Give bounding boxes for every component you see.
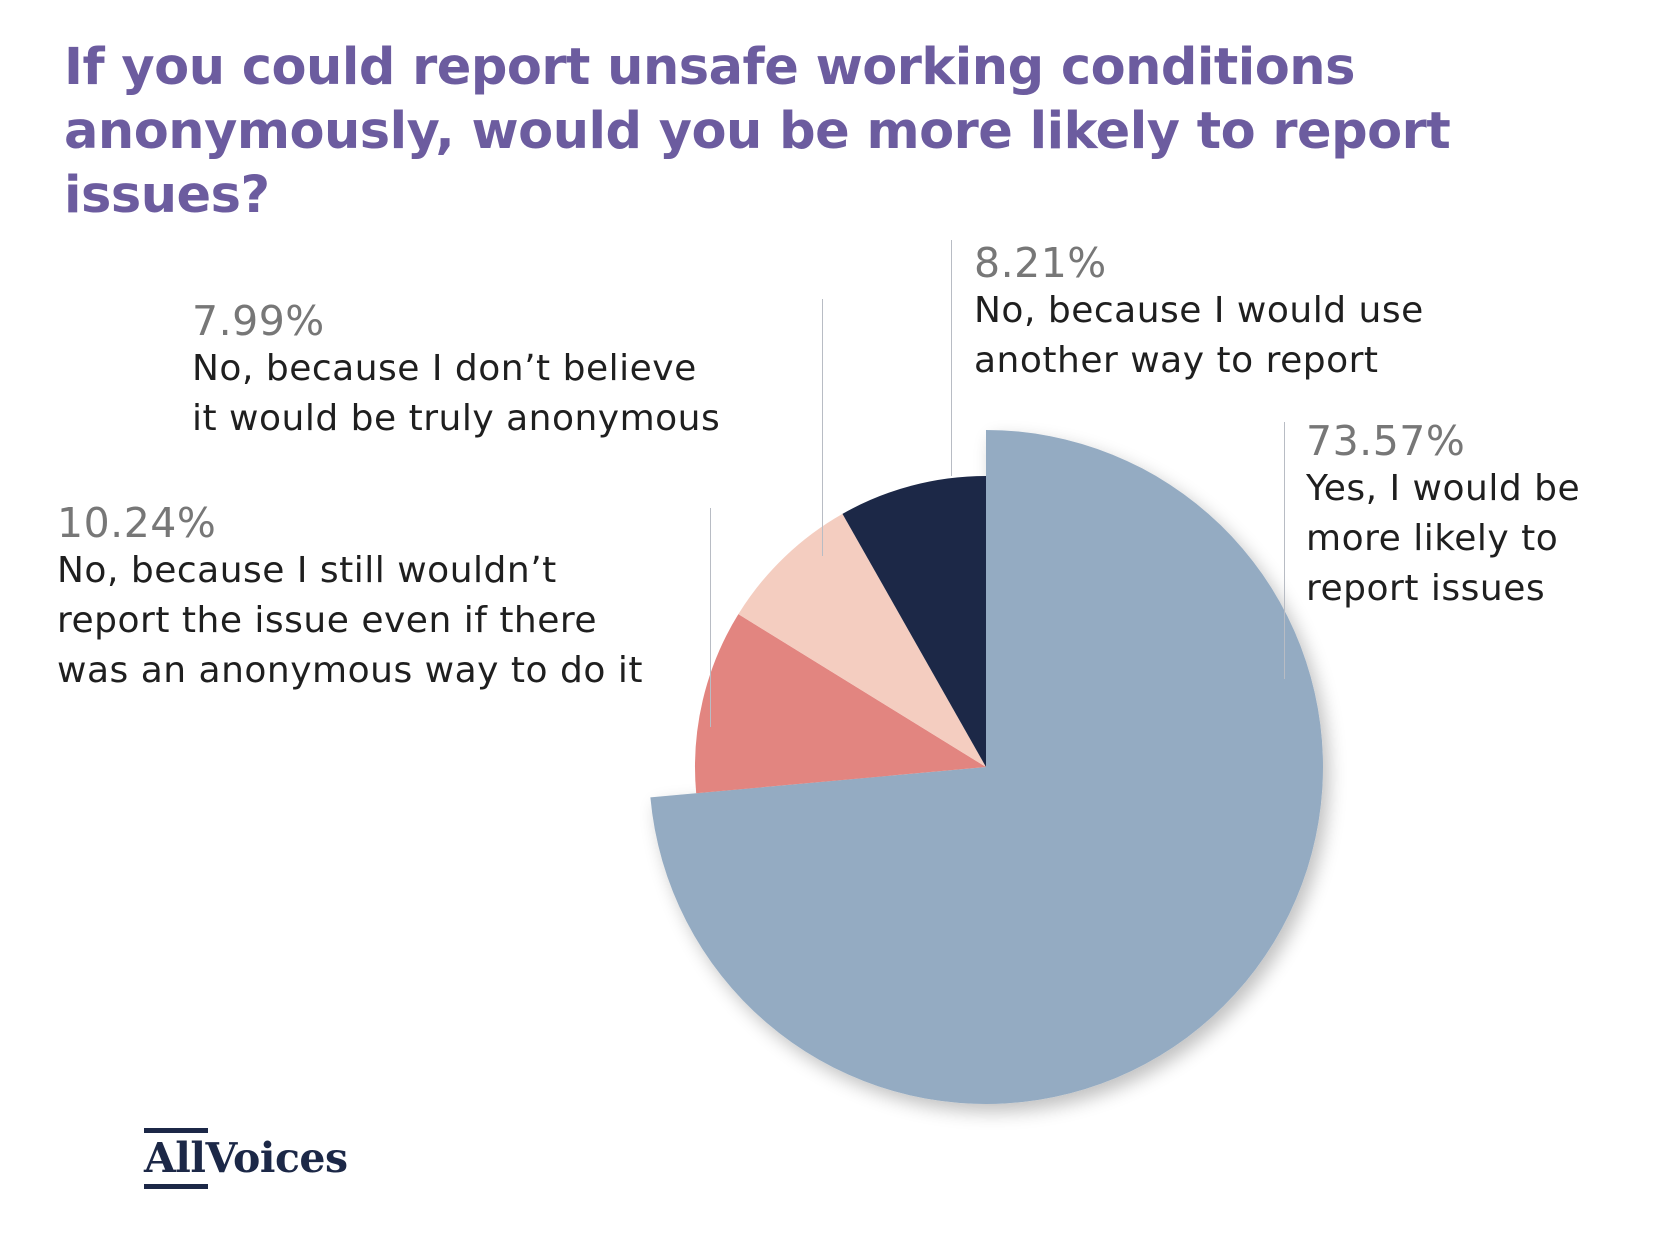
label-line: was an anonymous way to do it [57, 650, 643, 691]
logo-text: AllVoices [144, 1134, 348, 1182]
pie-slice-3 [842, 476, 986, 767]
label-line: No, because I don’t believe [192, 348, 697, 389]
label-line: No, because I still wouldn’t [57, 550, 557, 591]
label-line: another way to report [974, 340, 1379, 381]
chart-title: If you could report unsafe working condi… [64, 36, 1667, 228]
pie-slice-2 [738, 513, 986, 767]
label-yes: 73.57% Yes, I would be more likely to re… [1306, 418, 1580, 614]
pie-slice-1 [695, 614, 986, 794]
allvoices-logo: AllVoices [144, 1128, 356, 1190]
leader-line-another-way [951, 240, 952, 476]
value-label: 8.21% [974, 239, 1107, 287]
value-label: 7.99% [192, 297, 325, 345]
label-line: Yes, I would be [1306, 468, 1581, 509]
title-line-2: anonymously, would you be more likely to… [64, 102, 1451, 225]
leader-line-not-anonymous [822, 299, 823, 556]
logo-bar-top [144, 1128, 208, 1133]
label-another-way: 8.21% No, because I would use another wa… [974, 240, 1424, 386]
label-line: report issues [1306, 568, 1546, 609]
title-line-1: If you could report unsafe working condi… [64, 38, 1355, 97]
logo-bar-bottom [144, 1184, 208, 1189]
value-label: 10.24% [57, 499, 217, 547]
label-line: more likely to [1306, 518, 1559, 559]
leader-line-still-wouldnt [710, 508, 711, 727]
leader-line-yes [1284, 422, 1285, 679]
label-not-anonymous: 7.99% No, because I don’t believe it wou… [192, 298, 720, 444]
label-line: report the issue even if there [57, 600, 598, 641]
value-label: 73.57% [1306, 417, 1466, 465]
label-line: it would be truly anonymous [192, 398, 721, 439]
pie-slice-0 [650, 430, 1324, 1104]
label-line: No, because I would use [974, 290, 1424, 331]
label-still-wouldnt: 10.24% No, because I still wouldn’t repo… [57, 500, 643, 696]
